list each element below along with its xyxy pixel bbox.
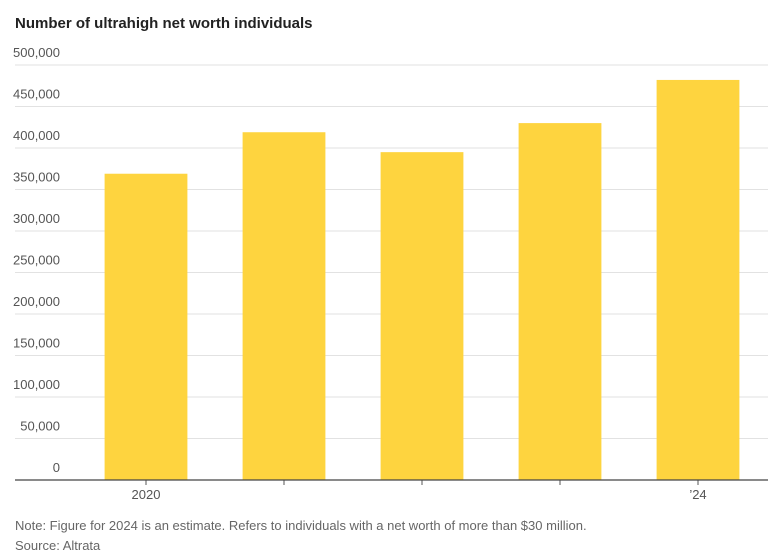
y-tick-label: 200,000 — [13, 294, 60, 309]
bar — [242, 132, 326, 481]
y-tick-label: 500,000 — [13, 45, 60, 60]
y-tick-label: 450,000 — [13, 87, 60, 102]
chart-title: Number of ultrahigh net worth individual… — [15, 15, 313, 32]
y-tick-label: 400,000 — [13, 128, 60, 143]
y-tick-label: 100,000 — [13, 377, 60, 392]
bar — [518, 123, 602, 480]
bar — [380, 152, 464, 480]
y-tick-label: 350,000 — [13, 170, 60, 185]
y-tick-label: 250,000 — [13, 253, 60, 268]
x-tick-label: ’24 — [689, 487, 706, 502]
y-tick-label: 150,000 — [13, 336, 60, 351]
bar — [656, 79, 740, 480]
y-tick-label: 0 — [53, 460, 60, 475]
y-tick-label: 300,000 — [13, 211, 60, 226]
bar — [104, 173, 188, 481]
x-tick-label: 2020 — [132, 487, 161, 502]
source: Source: Altrata — [15, 538, 101, 553]
note: Note: Figure for 2024 is an estimate. Re… — [15, 518, 587, 533]
y-tick-label: 50,000 — [20, 419, 60, 434]
